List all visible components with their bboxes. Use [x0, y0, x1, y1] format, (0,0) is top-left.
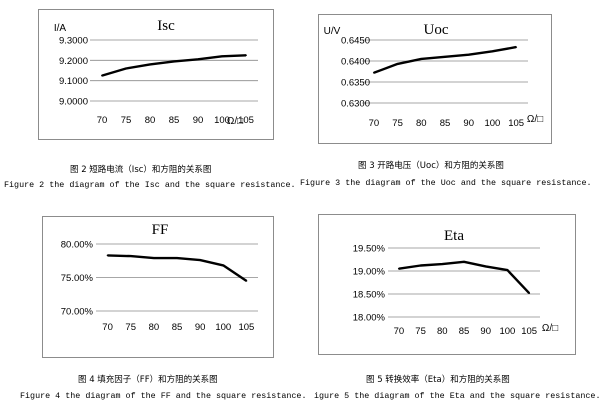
data-point	[441, 263, 444, 265]
x-tick-label: 75	[415, 326, 426, 337]
x-tick-label: 70	[97, 115, 108, 126]
data-point	[101, 74, 103, 77]
y-axis-label: I/A	[54, 23, 67, 34]
data-point	[125, 67, 127, 70]
data-point	[397, 267, 400, 270]
figure-4-caption-en: Figure 4 the diagram of the FF and the s…	[20, 391, 307, 401]
chart-title: FF	[152, 222, 169, 238]
x-tick-label: 70	[394, 326, 405, 337]
data-point	[222, 264, 225, 267]
data-point	[467, 53, 470, 56]
x-tick-label: 100	[215, 322, 231, 333]
data-point	[149, 63, 151, 66]
x-axis-unit-label: Ω/□	[542, 323, 558, 334]
figure-3-caption-cn: 图 3 开路电压（Uoc）和方阻的关系图	[358, 161, 504, 171]
chart-frame	[38, 9, 274, 140]
x-tick-label: 105	[508, 118, 524, 129]
y-tick-label: 9.2000	[59, 56, 88, 67]
data-point	[199, 259, 202, 261]
x-tick-label: 70	[369, 118, 380, 129]
x-axis-unit-label: Ω/□	[227, 116, 243, 127]
x-tick-label: 80	[416, 118, 427, 129]
y-tick-label: 75.00%	[61, 273, 94, 284]
y-tick-label: 19.00%	[353, 267, 386, 278]
chart-frame	[318, 214, 576, 355]
y-tick-label: 70.00%	[61, 307, 94, 318]
x-tick-label: 100	[214, 115, 230, 126]
y-tick-label: 80.00%	[61, 240, 94, 251]
data-point	[463, 260, 465, 263]
y-tick-label: 0.6450	[341, 36, 370, 47]
x-tick-label: 105	[238, 322, 254, 333]
x-tick-label: 85	[459, 326, 470, 337]
y-tick-label: 0.6350	[341, 78, 370, 89]
data-point	[528, 292, 531, 294]
chart-frame	[318, 14, 552, 144]
chart-title: Uoc	[424, 22, 449, 38]
data-point	[491, 50, 494, 53]
x-axis-unit-label: Ω/□	[527, 114, 543, 125]
x-tick-label: 100	[484, 118, 500, 129]
x-tick-label: 100	[499, 326, 515, 337]
y-tick-label: 18.00%	[353, 313, 386, 324]
data-point	[506, 269, 509, 271]
data-point	[515, 46, 518, 49]
x-tick-label: 75	[125, 322, 136, 333]
figure-2-caption-en: Figure 2 the diagram of the Isc and the …	[4, 180, 296, 190]
data-point	[152, 257, 155, 259]
y-tick-label: 18.50%	[353, 290, 386, 301]
x-tick-label: 80	[145, 115, 156, 126]
data-point	[372, 71, 375, 74]
data-point	[197, 58, 199, 61]
x-tick-label: 80	[149, 322, 160, 333]
data-point	[419, 264, 422, 267]
x-tick-label: 85	[440, 118, 451, 129]
data-point	[245, 54, 247, 57]
data-point	[106, 254, 109, 257]
y-tick-label: 9.0000	[59, 97, 88, 108]
chart-title: Isc	[157, 18, 175, 34]
data-point	[129, 255, 132, 257]
data-point	[484, 265, 487, 268]
x-tick-label: 75	[121, 115, 132, 126]
figure-4-caption-cn: 图 4 填充因子（FF）和方阻的关系图	[78, 375, 218, 385]
figure-2-caption-cn: 图 2 短路电流（Isc）和方阻的关系图	[70, 165, 212, 175]
data-point	[245, 279, 248, 282]
series-line	[398, 260, 530, 294]
data-point	[221, 55, 223, 58]
figure-5-caption-en: igure 5 the diagram of the Eta and the s…	[314, 391, 600, 401]
data-point	[173, 60, 175, 63]
x-tick-label: 90	[480, 326, 491, 337]
x-tick-label: 70	[102, 322, 113, 333]
x-tick-label: 105	[521, 326, 537, 337]
data-point	[420, 58, 423, 60]
data-point	[444, 55, 446, 58]
x-tick-label: 80	[437, 326, 448, 337]
y-tick-label: 9.1000	[59, 76, 88, 87]
y-tick-label: 9.3000	[59, 36, 88, 47]
x-tick-label: 90	[463, 118, 474, 129]
x-tick-label: 90	[193, 115, 204, 126]
figure-5-caption-cn: 图 5 转换效率（Eta）和方阻的关系图	[366, 375, 510, 385]
y-axis-label: U/V	[324, 26, 341, 37]
y-tick-label: 0.6400	[341, 57, 370, 68]
x-tick-label: 105	[238, 115, 254, 126]
data-point	[396, 63, 399, 65]
x-tick-label: 85	[169, 115, 180, 126]
y-tick-label: 19.50%	[353, 244, 386, 255]
y-tick-label: 0.6300	[341, 99, 370, 110]
x-tick-label: 85	[172, 322, 183, 333]
chart-frame	[42, 216, 274, 358]
x-tick-label: 75	[392, 118, 403, 129]
data-point	[176, 257, 178, 259]
x-tick-label: 90	[195, 322, 206, 333]
chart-title: Eta	[444, 228, 464, 244]
figure-3-caption-en: Figure 3 the diagram of the Uoc and the …	[300, 178, 592, 188]
